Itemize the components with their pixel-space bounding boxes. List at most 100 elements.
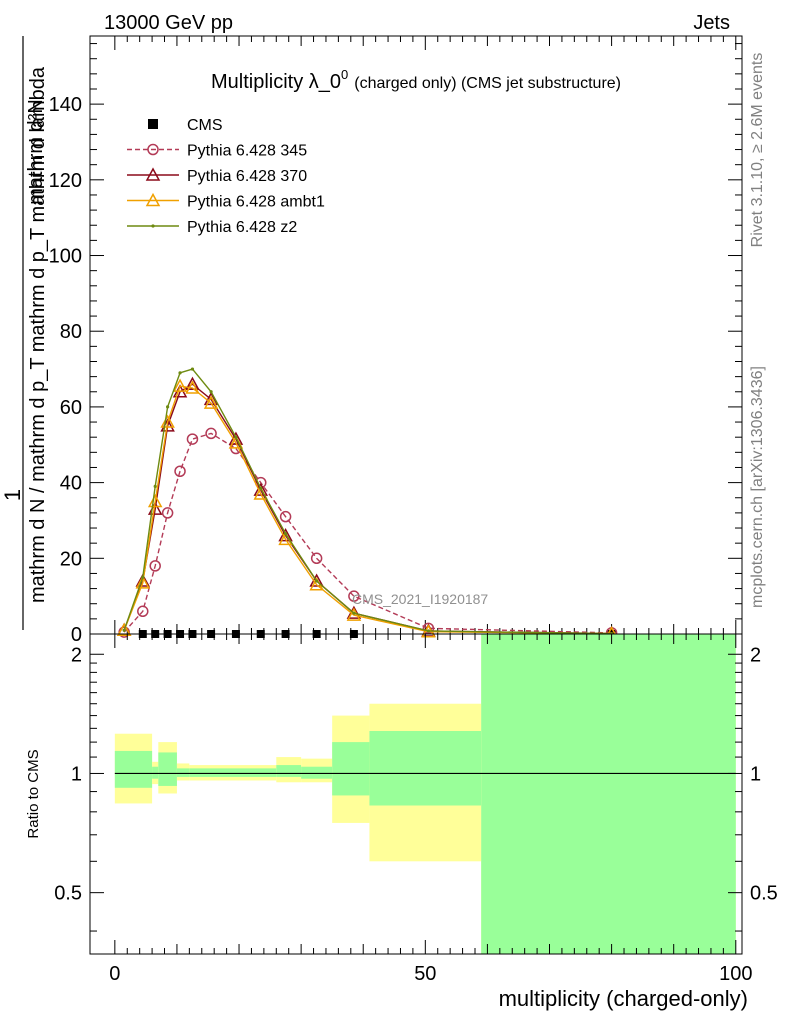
marker-triangle [203,395,219,409]
header-right: Jets [693,12,730,34]
ratio-ticks: 0.5 0.5 1 1 2 2 0 50 100 [54,634,778,985]
marker-dot [122,628,126,632]
marker-dot [153,484,157,488]
marker-triangle [160,414,175,428]
series-line [123,385,612,635]
main-ylabel-numerator: mathrm d²N [25,99,47,205]
chart-title-rest: (charged only) (CMS jet substructure) [354,75,621,92]
marker-dot [234,435,238,439]
main-ticks: 0 20 40 60 80 100 120 140 [49,36,742,646]
x-axis-label: multiplicity (charged-only) [499,986,748,1011]
marker-dot [141,575,145,579]
ratio-band-inner [176,768,190,777]
x-tick-label: 0 [109,963,120,985]
ratio-band-inner [301,766,333,779]
legend-entry: Pythia 6.428 ambt1 [127,192,325,211]
marker-triangle [116,622,132,636]
analysis-annotation: CMS_2021_I1920187 [352,591,488,607]
marker-dot [315,579,319,583]
ratio-ytick-label-right: 1 [750,763,761,785]
marker-triangle [145,167,161,181]
marker-circle [422,622,435,635]
ratio-bands [114,634,736,954]
marker-square [148,119,158,129]
main-ytick-label: 60 [60,397,82,419]
legend-entry: Pythia 6.428 345 [127,143,307,160]
marker-circle [137,605,149,618]
marker-dot [166,405,170,409]
series-line [123,432,612,634]
marker-circle [279,510,292,523]
marker-circle [205,427,217,440]
marker-circle [174,465,186,478]
marker-circle [147,143,159,156]
main-ylabel-denominator: mathrm d N / mathrm d p_T mathrm d p_T m… [27,66,49,603]
chart-title: Multiplicity λ_00 (charged only) (CMS jet… [211,67,621,93]
ratio-band-inner [481,634,736,954]
marker-triangle [172,378,188,392]
ratio-band-inner [152,766,159,779]
ratio-band-inner [158,752,177,786]
marker-circle [186,433,199,445]
ratio-ylabel: Ratio to CMS [25,749,42,838]
legend-label: Pythia 6.428 345 [187,143,307,160]
marker-dot [209,390,213,394]
chart-title-main: Multiplicity λ_0 [211,71,341,93]
x-tick-label: 50 [414,963,436,985]
marker-triangle [135,573,151,587]
legend-label: Pythia 6.428 370 [187,168,307,185]
ratio-band-inner [276,765,302,777]
main-ylabel-prefix: 1 [0,489,25,501]
marker-triangle [185,376,200,390]
marker-triangle [145,192,161,207]
ratio-ytick-label-right: 0.5 [750,883,778,905]
main-ytick-label: 0 [71,624,82,646]
marker-dot [178,371,182,375]
marker-dot [151,224,155,228]
marker-circle [149,560,161,572]
ratio-band-inner [332,742,370,796]
ratio-plot-frame [89,633,743,955]
legend-entry: Pythia 6.428 370 [127,167,307,185]
legend-entry: Pythia 6.428 z2 [127,219,297,236]
main-ytick-label: 100 [49,246,82,268]
series-pythia-6-428-345 [118,427,618,639]
marker-dot [284,532,288,536]
marker-dot [426,629,431,633]
ratio-ytick-label: 0.5 [54,883,82,905]
main-ytick-label: 120 [49,170,82,192]
marker-dot [352,611,356,615]
marker-triangle [135,575,151,589]
main-ylabel: 1 mathrm d²N mathrm d N / mathrm d p_T m… [0,36,49,630]
legend-label: Pythia 6.428 ambt1 [187,194,325,211]
main-ytick-label: 140 [49,94,82,116]
ratio-ytick-label-right: 2 [750,644,761,666]
ratio-band-inner [114,750,153,788]
marker-triangle [185,380,200,394]
ratio-ytick-label: 2 [71,644,82,666]
main-ytick-label: 40 [60,473,82,495]
header-left: 13000 GeV pp [104,12,233,34]
legend-label: CMS [187,117,223,134]
x-tick-label: 100 [719,963,752,985]
legend-label: Pythia 6.428 z2 [187,219,297,236]
marker-circle [348,590,360,602]
series-line [123,368,612,635]
ratio-plot: 0.5 0.5 1 1 2 2 0 50 100 [54,633,778,985]
legend: CMS Pythia 6.428 345 Pythia 6.428 370 Pythi… [127,117,325,236]
rivet-version-text: Rivet 3.1.10, ≥ 2.6M events [749,53,766,248]
ratio-band-inner [189,768,277,777]
marker-dot [190,367,195,371]
marker-dot [259,486,263,490]
marker-circle [310,552,323,565]
marker-triangle [147,493,163,508]
ratio-band-inner [369,731,482,806]
legend-entry: CMS [148,117,223,134]
mcplots-text: mcplots.cern.ch [arXiv:1306.3436] [749,366,766,608]
chart-title-sup: 0 [341,67,348,82]
marker-circle [161,507,174,519]
main-ytick-label: 80 [60,321,82,343]
main-ytick-label: 20 [60,548,82,570]
